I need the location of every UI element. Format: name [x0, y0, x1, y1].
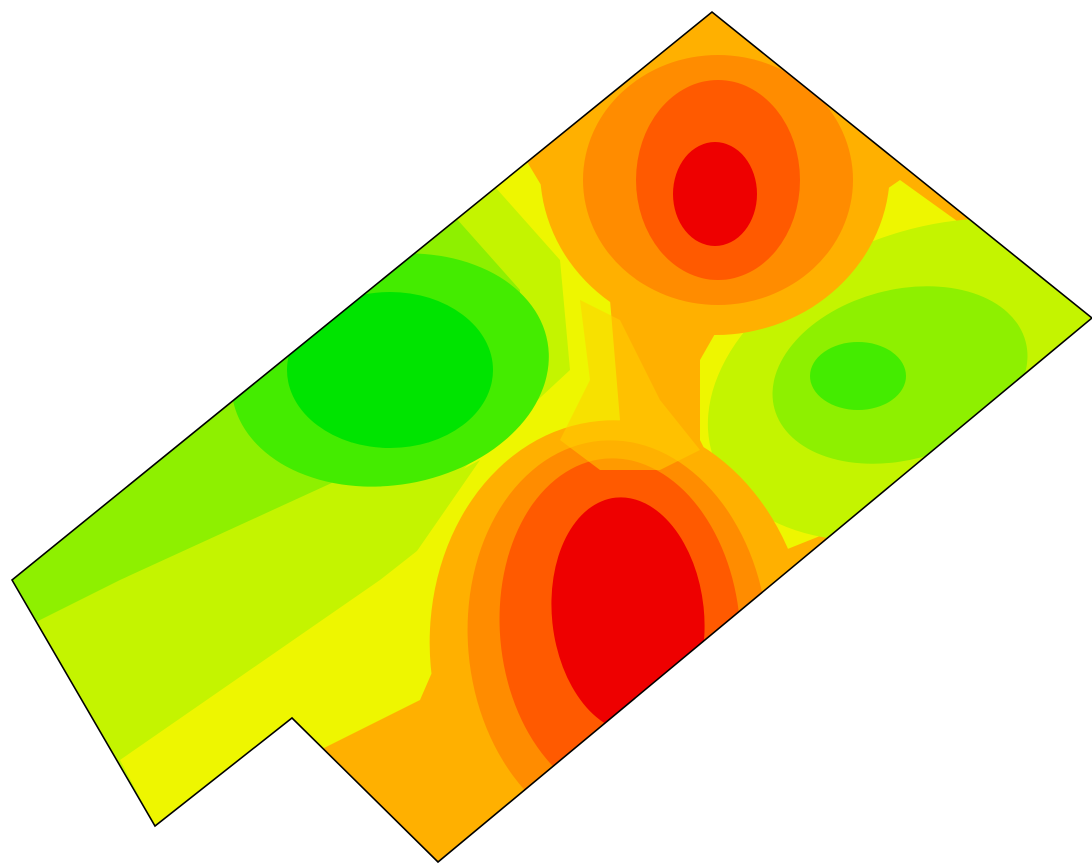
- band-green-left: [287, 292, 493, 448]
- band-bright-green-right: [810, 342, 906, 410]
- band-lime-lower: [12, 460, 480, 862]
- band-light-orange-center: [560, 300, 700, 470]
- band-red-top: [673, 142, 757, 246]
- band-yellow-lower: [120, 470, 520, 826]
- zone-boundary: [10, 10, 1092, 864]
